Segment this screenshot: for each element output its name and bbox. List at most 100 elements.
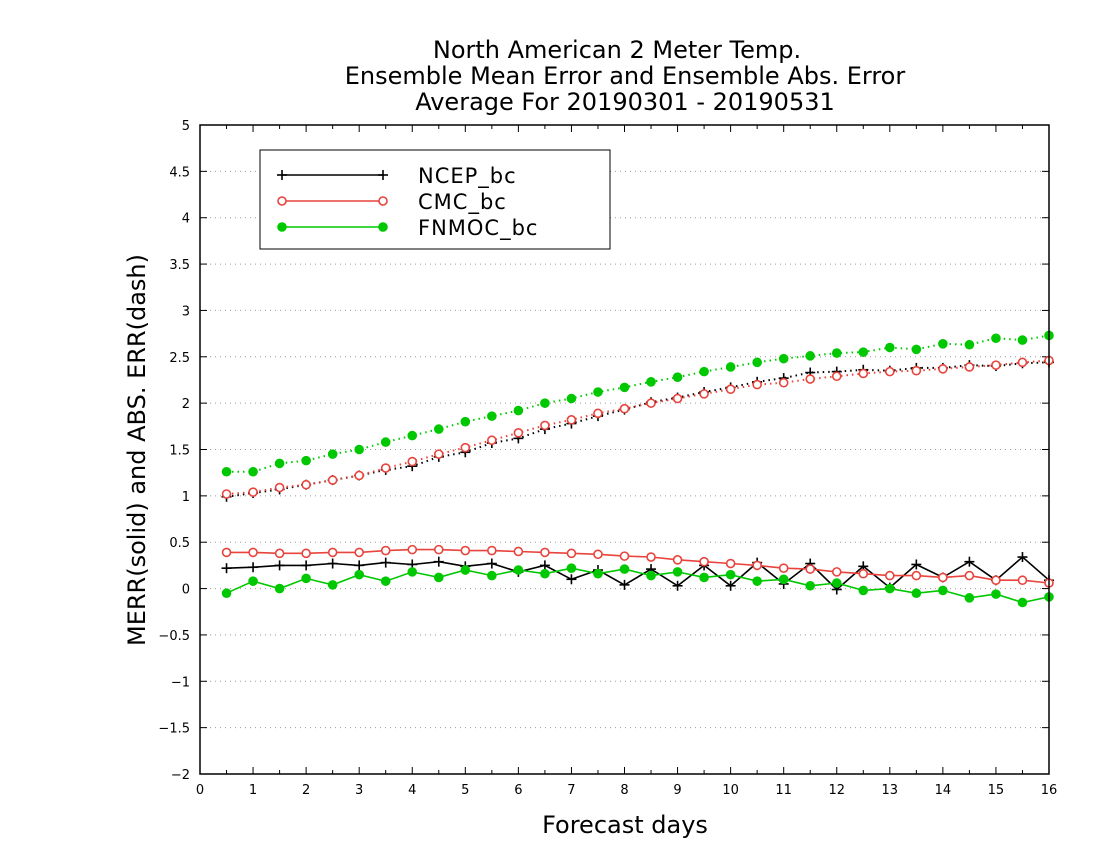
legend-item-cmc-bc: CMC_bc <box>277 190 507 215</box>
fnmoc-bc-merr-point <box>593 568 603 579</box>
fnmoc-bc-abserr-point <box>699 366 709 377</box>
legend-box <box>259 149 611 250</box>
fnmoc-bc-merr-point <box>619 564 630 574</box>
y-tick-label: 2 <box>182 397 190 412</box>
ncep-bc-merr-point <box>380 557 391 568</box>
legend-item-ncep-bc: NCEP_bc <box>277 164 516 189</box>
cmc-bc-merr-point <box>725 558 736 569</box>
cmc-bc-abserr-point <box>858 368 869 379</box>
fnmoc-bc-abserr-point <box>885 342 895 353</box>
x-tick-label: 8 <box>620 783 628 798</box>
ncep-bc-merr-point <box>911 559 922 570</box>
plot-frame <box>199 124 1050 775</box>
fnmoc-bc-merr-point <box>831 578 842 588</box>
plot-series <box>221 330 1054 608</box>
y-tick-label: 4.5 <box>169 165 190 180</box>
fnmoc-bc-merr-point <box>1017 597 1028 608</box>
cmc-bc-abserr-point <box>460 442 471 453</box>
fnmoc-bc-abserr-point <box>911 344 922 355</box>
cmc-bc-abserr-line <box>226 359 1050 495</box>
fnmoc-bc-merr-point <box>301 573 311 584</box>
fnmoc-bc-abserr-point <box>805 351 816 361</box>
chart-title: North American 2 Meter Temp. Ensemble Me… <box>345 36 906 116</box>
x-tick-label: 13 <box>882 783 899 798</box>
legend-label: CMC_bc <box>418 190 507 215</box>
cmc-bc-abserr-point <box>593 408 603 419</box>
cmc-bc-abserr-point <box>938 364 948 374</box>
fnmoc-bc-merr-point <box>672 567 683 577</box>
cmc-bc-abserr-point <box>672 393 683 404</box>
legend-label: FNMOC_bc <box>418 216 538 241</box>
x-tick-label: 0 <box>196 783 204 798</box>
x-axis-ticks: 0 1 2 3 4 5 6 7 8 9 10 11 12 13 14 15 16 <box>196 125 1057 798</box>
fnmoc-bc-abserr-point <box>327 449 338 459</box>
legend-marker <box>277 222 287 232</box>
x-tick-label: 4 <box>408 783 416 798</box>
cmc-bc-abserr-point <box>991 360 1001 370</box>
fnmoc-bc-abserr-point <box>513 405 524 416</box>
cmc-bc-abserr-point <box>831 371 842 382</box>
legend-marker <box>378 196 388 206</box>
x-tick-label: 7 <box>567 783 575 798</box>
cmc-bc-merr-point <box>858 568 869 579</box>
ncep-bc-abserr-line <box>226 361 1050 498</box>
x-tick-label: 1 <box>249 783 257 798</box>
cmc-bc-merr-point <box>513 546 524 557</box>
cmc-bc-merr-point <box>911 570 922 581</box>
cmc-bc-merr-point <box>327 547 338 558</box>
fnmoc-bc-abserr-point <box>858 347 869 357</box>
ncep-bc-merr-point <box>725 580 736 591</box>
cmc-bc-merr-point <box>699 556 709 567</box>
cmc-bc-merr-point <box>487 545 497 556</box>
fnmoc-bc-abserr-point <box>274 458 285 469</box>
cmc-bc-abserr-point <box>566 415 577 425</box>
ncep-bc-merr-point <box>301 560 312 571</box>
ncep-bc-merr-line <box>226 555 1050 591</box>
cmc-bc-merr-point <box>566 548 577 559</box>
fnmoc-bc-abserr-point <box>593 387 603 397</box>
cmc-bc-abserr-point <box>964 362 975 372</box>
fnmoc-bc-abserr-point <box>407 430 418 441</box>
cmc-bc-merr-point <box>885 570 895 581</box>
cmc-bc-merr-point <box>752 560 762 571</box>
fnmoc-bc-abserr-point <box>752 357 762 368</box>
cmc-bc-merr-point <box>593 549 603 560</box>
fnmoc-bc-abserr-point <box>354 444 364 455</box>
fnmoc-bc-merr-point <box>699 572 709 583</box>
y-tick-label: 1.5 <box>169 444 190 459</box>
legend-marker <box>378 222 388 232</box>
cmc-bc-merr-point <box>1017 575 1028 586</box>
title-line-3: Average For 20190301 - 20190531 <box>415 88 835 116</box>
cmc-bc-abserr-point <box>619 403 630 414</box>
y-tick-label: −1.5 <box>158 722 190 737</box>
fnmoc-bc-abserr-point <box>248 466 258 477</box>
cmc-bc-merr-point <box>433 544 444 555</box>
fnmoc-bc-abserr-point <box>540 398 550 408</box>
x-tick-label: 3 <box>355 783 363 798</box>
fnmoc-bc-merr-point <box>805 580 816 591</box>
cmc-bc-abserr-point <box>327 475 338 485</box>
fnmoc-bc-merr-point <box>752 576 762 586</box>
x-tick-label: 16 <box>1041 783 1058 798</box>
fnmoc-bc-merr-point <box>327 580 338 590</box>
cmc-bc-abserr-point <box>433 449 444 459</box>
fnmoc-bc-merr-point <box>274 583 285 594</box>
x-tick-label: 5 <box>461 783 469 798</box>
fnmoc-bc-merr-point <box>725 569 736 580</box>
fnmoc-bc-abserr-point <box>938 339 948 349</box>
cmc-bc-abserr-point <box>274 482 285 493</box>
x-tick-label: 15 <box>988 783 1005 798</box>
cmc-bc-merr-point <box>646 552 656 562</box>
fnmoc-bc-merr-point <box>248 576 258 586</box>
fnmoc-bc-merr-point <box>938 585 948 596</box>
fnmoc-bc-merr-point <box>433 572 444 583</box>
cmc-bc-merr-point <box>938 572 948 583</box>
fnmoc-bc-merr-point <box>354 569 364 580</box>
ncep-bc-merr-point <box>964 556 975 567</box>
x-tick-label: 10 <box>722 783 739 798</box>
cmc-bc-abserr-point <box>885 366 895 377</box>
y-tick-label: 3 <box>182 304 190 319</box>
ncep-bc-merr-point <box>248 562 259 573</box>
legend-marker <box>277 170 287 180</box>
